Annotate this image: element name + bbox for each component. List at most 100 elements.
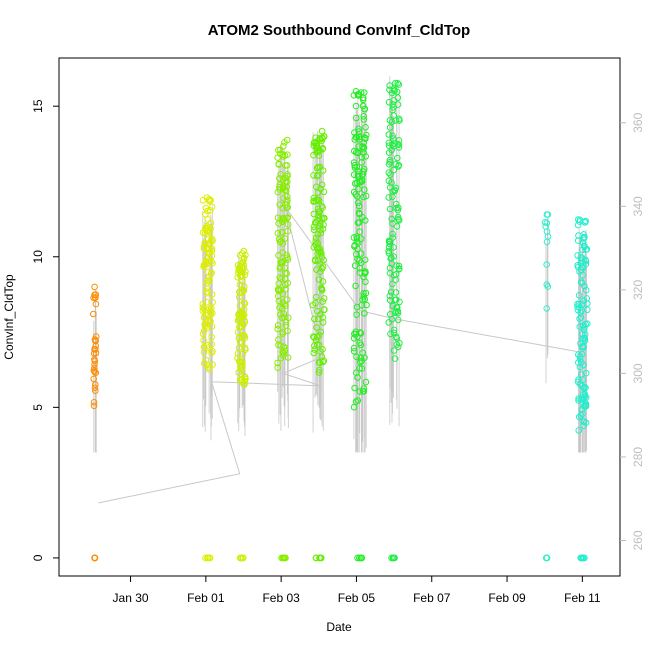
data-point — [204, 317, 212, 325]
data-point — [90, 367, 98, 374]
data-point — [362, 192, 370, 200]
data-point — [574, 378, 582, 386]
data-point — [544, 211, 552, 218]
data-point — [388, 316, 396, 323]
data-point — [315, 276, 323, 283]
data-point — [200, 245, 208, 252]
data-point — [199, 330, 207, 338]
data-point — [575, 376, 582, 384]
data-point — [313, 266, 320, 274]
data-point — [392, 79, 399, 87]
data-point — [392, 271, 400, 278]
data-point — [312, 299, 319, 307]
data-point — [91, 357, 99, 365]
data-point — [318, 254, 326, 261]
data-point — [575, 292, 583, 299]
data-point — [577, 314, 585, 321]
data-point — [280, 185, 287, 192]
data-point — [201, 360, 208, 367]
data-point — [353, 369, 360, 377]
data-point — [352, 398, 360, 405]
data-point — [543, 219, 551, 227]
data-point — [278, 229, 286, 236]
data-point — [356, 339, 364, 347]
data-point — [582, 369, 590, 377]
data-point — [318, 181, 326, 189]
data-point — [395, 137, 403, 144]
y-axis-label: ConvInf_CldTop — [2, 274, 16, 360]
data-point — [356, 228, 364, 235]
data-point — [208, 304, 215, 312]
data-point — [352, 191, 359, 198]
data-point — [318, 137, 326, 144]
data-point — [386, 124, 394, 131]
data-point — [235, 316, 243, 324]
data-point — [386, 205, 394, 213]
data-point — [355, 202, 363, 210]
data-point — [387, 171, 394, 178]
data-point — [543, 305, 551, 312]
data-point — [361, 105, 369, 113]
data-point — [319, 278, 327, 285]
data-point — [319, 167, 327, 174]
data-point — [390, 112, 398, 119]
data-point — [581, 334, 589, 342]
data-point — [355, 128, 363, 135]
data-point — [353, 193, 361, 200]
data-point — [283, 270, 291, 277]
data-point — [320, 306, 328, 313]
data-point — [354, 167, 362, 175]
data-point — [91, 384, 99, 392]
data-point — [385, 131, 393, 138]
data-point — [579, 396, 587, 403]
plot-frame — [58, 57, 621, 577]
data-point — [393, 200, 400, 208]
data-point — [91, 294, 99, 301]
data-point — [314, 257, 322, 265]
data-point — [284, 279, 292, 287]
data-point — [582, 402, 590, 410]
data-point — [576, 355, 584, 363]
data-point — [279, 330, 287, 338]
data-point — [310, 226, 318, 234]
data-point — [314, 231, 322, 238]
data-point — [578, 278, 585, 286]
data-point — [310, 223, 318, 231]
data-point — [204, 216, 211, 223]
data-point — [361, 310, 368, 317]
y2-tick-label: 260 — [631, 530, 645, 550]
data-point — [357, 235, 365, 242]
data-point — [92, 300, 100, 308]
data-point — [313, 307, 321, 315]
data-point — [238, 358, 246, 366]
y-tick-label: 15 — [31, 99, 45, 113]
data-point — [207, 317, 214, 325]
data-point — [391, 296, 399, 304]
x-tick-label: Jan 30 — [113, 591, 149, 605]
data-point — [91, 283, 98, 291]
data-point — [92, 349, 100, 357]
data-point — [280, 182, 287, 190]
y-tick-label: 5 — [31, 404, 45, 411]
data-point — [359, 214, 366, 221]
data-point — [284, 221, 292, 228]
zero-point — [279, 554, 287, 562]
data-point — [389, 230, 396, 238]
data-point — [321, 214, 328, 222]
zero-point — [580, 554, 587, 562]
data-point — [351, 147, 358, 155]
data-point — [315, 341, 323, 349]
data-point — [277, 354, 285, 362]
data-point — [577, 340, 584, 347]
data-point — [350, 403, 358, 411]
data-point — [356, 388, 364, 395]
data-point — [208, 349, 215, 357]
data-point — [392, 276, 399, 284]
x-tick-label: Feb 09 — [488, 591, 526, 605]
data-point — [578, 359, 585, 366]
data-point — [395, 161, 403, 169]
data-point — [203, 228, 211, 235]
zero-point — [206, 554, 214, 562]
data-point — [314, 239, 321, 247]
data-point — [208, 291, 216, 298]
